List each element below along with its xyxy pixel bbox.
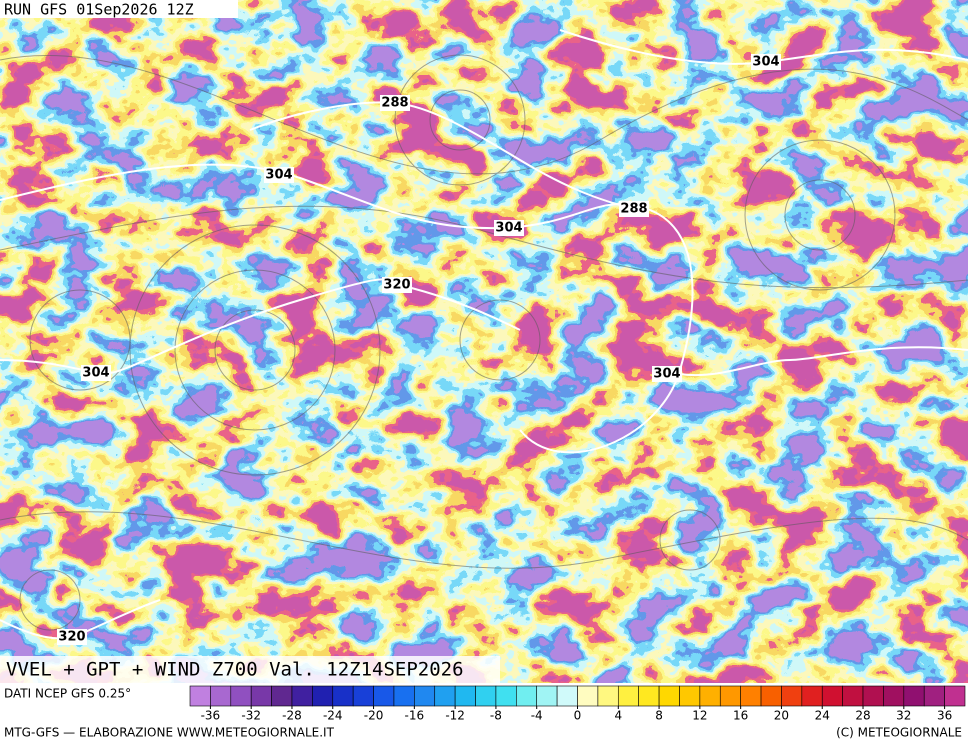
colorbar-tick-label: -20 [364,709,384,723]
contour-label-bg [619,201,649,217]
colorbar-tick-label: 12 [692,709,707,723]
colorbar-swatch [250,685,272,707]
colorbar-swatch [271,685,293,707]
colorbar-swatch [617,685,639,707]
contour-label: 304 [82,366,109,381]
colorbar-swatch [291,685,313,707]
colorbar-tick-label: 0 [574,709,582,723]
contour-label: 288 [381,96,408,111]
colorbar-tick-label: -12 [445,709,465,723]
colorbar-swatch [719,685,741,707]
colorbar-swatch [352,685,374,707]
contour-label-bg [652,366,682,382]
colorbar-tick-label: 4 [614,709,622,723]
colorbar-swatch [903,685,925,707]
colorbar-swatch [210,685,232,707]
contour-label-bg [57,629,87,645]
colorbar-swatch [821,685,843,707]
colorbar-swatch [638,685,660,707]
header-box [0,0,238,18]
colorbar-tick-label: -28 [282,709,302,723]
colorbar-swatch [516,685,538,707]
colorbar-swatch [577,685,599,707]
colorbar-swatch [658,685,680,707]
contour-label-bg [380,95,410,111]
colorbar-swatch [230,685,252,707]
credit-right: (C) METEOGIORNALE [836,726,962,740]
contour-labels: 288 304 304 288 304 320 304 304 320 [57,54,781,645]
colorbar-tick-label: 8 [655,709,663,723]
colorbar-swatch [862,685,884,707]
vvel-field [0,0,968,683]
contour-label-bg [81,365,111,381]
colorbar-tick-label: -24 [323,709,343,723]
colorbar-swatch [393,685,415,707]
colorbar-swatch [740,685,762,707]
contour-label: 304 [495,221,522,236]
colorbar-tick-label: -36 [201,709,221,723]
colorbar-tick-label: 28 [855,709,870,723]
contour-label: 320 [383,278,410,293]
contour-label-bg [264,167,294,183]
colorbar-swatch [801,685,823,707]
contour-label: 304 [752,55,779,70]
colorbar-swatch [189,685,211,707]
contour-label: 304 [653,367,680,382]
colorbar: -36 -32 -28 -24 -20 -16 -12 -8 -4 0 4 8 12 16 20 24 28 32… [189,685,966,723]
colorbar-swatch [536,685,558,707]
map-title: VVEL + GPT + WIND Z700 Val. 12Z14SEP2026 [6,659,464,681]
colorbar-tick-label: 32 [896,709,911,723]
colorbar-swatch [434,685,456,707]
contour-label-bg [382,277,412,293]
colorbar-tick-label: -32 [241,709,261,723]
colorbar-swatch [475,685,497,707]
contour-label: 304 [265,168,292,183]
colorbar-swatch [495,685,517,707]
run-label: RUN GFS 01Sep2026 12Z [4,1,194,19]
contour-label: 320 [58,630,85,645]
contour-label-bg [751,54,781,70]
colorbar-tick-label: 36 [937,709,952,723]
colorbar-tick-label: 20 [774,709,789,723]
colorbar-swatch [679,685,701,707]
colorbar-swatch [414,685,436,707]
colorbar-swatch [923,685,945,707]
colorbar-swatch [454,685,476,707]
colorbar-swatch [373,685,395,707]
colorbar-tick-label: 16 [733,709,748,723]
colorbar-swatch [556,685,578,707]
colorbar-swatch [944,685,966,707]
colorbar-swatch [842,685,864,707]
colorbar-swatch [883,685,905,707]
colorbar-swatch [760,685,782,707]
colorbar-swatch [597,685,619,707]
title-box [0,656,500,683]
colorbar-swatch [332,685,354,707]
colorbar-tick-label: -4 [531,709,543,723]
colorbar-swatch [312,685,334,707]
colorbar-tick-label: 24 [815,709,830,723]
source-label: DATI NCEP GFS 0.25° [4,687,131,701]
colorbar-tick-label: -8 [490,709,502,723]
colorbar-swatch [699,685,721,707]
contour-label: 288 [620,202,647,217]
streamlines [0,54,968,631]
contour-label-bg [494,220,524,236]
credit-left: MTG-GFS — ELABORAZIONE WWW.METEOGIORNALE… [4,726,335,740]
colorbar-swatch [781,685,803,707]
colorbar-tick-label: -16 [405,709,425,723]
